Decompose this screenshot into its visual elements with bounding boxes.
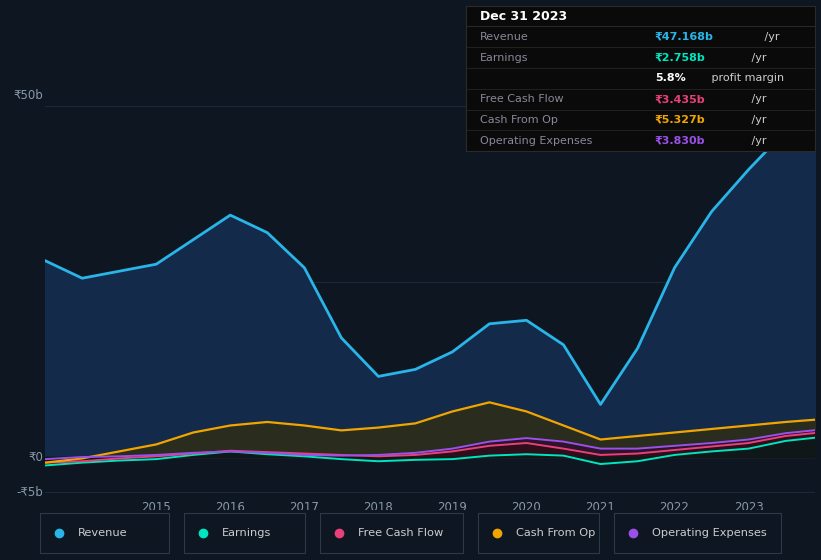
Text: /yr: /yr <box>748 53 766 63</box>
Text: ₹50b: ₹50b <box>13 90 43 102</box>
Text: ₹2.758b: ₹2.758b <box>655 53 705 63</box>
Text: Operating Expenses: Operating Expenses <box>652 529 767 538</box>
Text: Earnings: Earnings <box>480 53 529 63</box>
Text: ₹3.830b: ₹3.830b <box>655 136 705 146</box>
Text: 5.8%: 5.8% <box>655 73 686 83</box>
Text: -₹5b: -₹5b <box>16 486 43 498</box>
Text: /yr: /yr <box>748 115 766 125</box>
Text: /yr: /yr <box>748 94 766 104</box>
Text: ₹47.168b: ₹47.168b <box>655 32 713 42</box>
Text: Revenue: Revenue <box>480 32 529 42</box>
Text: Cash From Op: Cash From Op <box>480 115 558 125</box>
Text: Revenue: Revenue <box>78 529 128 538</box>
Text: profit margin: profit margin <box>708 73 784 83</box>
Text: Dec 31 2023: Dec 31 2023 <box>480 10 567 22</box>
Text: ₹3.435b: ₹3.435b <box>655 94 705 104</box>
Text: /yr: /yr <box>761 32 779 42</box>
Text: Free Cash Flow: Free Cash Flow <box>358 529 443 538</box>
Text: Operating Expenses: Operating Expenses <box>480 136 593 146</box>
Text: Cash From Op: Cash From Op <box>516 529 595 538</box>
Text: Free Cash Flow: Free Cash Flow <box>480 94 564 104</box>
Text: /yr: /yr <box>748 136 766 146</box>
Text: Earnings: Earnings <box>222 529 271 538</box>
Text: ₹5.327b: ₹5.327b <box>655 115 705 125</box>
Text: ₹0: ₹0 <box>28 451 43 464</box>
